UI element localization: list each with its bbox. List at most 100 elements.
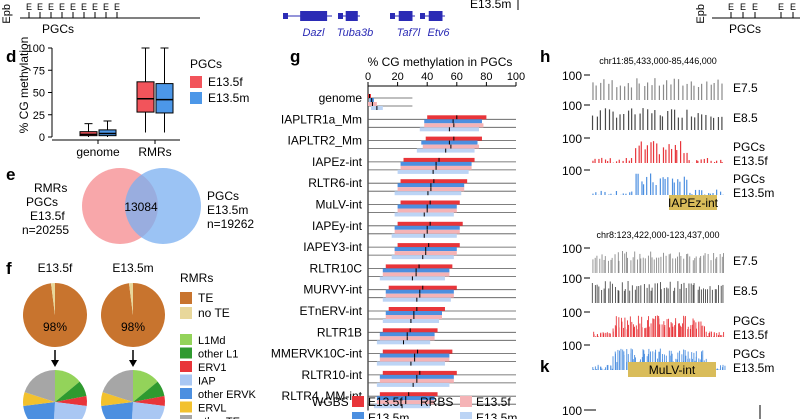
panel-f-label: f bbox=[6, 259, 12, 278]
panel-d-ytick-label: 100 bbox=[27, 43, 45, 55]
track-name: E13.5m bbox=[733, 361, 774, 375]
panel-e-title: RMRs bbox=[34, 181, 67, 195]
legend-swatch-erv1 bbox=[180, 361, 192, 372]
track-name: E13.5m bbox=[733, 186, 774, 200]
gene-exon bbox=[428, 11, 443, 21]
track-max: 100 bbox=[562, 339, 582, 353]
legend-label-rrbs-f: E13.5f bbox=[476, 395, 511, 409]
legend-label-wgbs-f: E13.5f bbox=[368, 395, 403, 409]
panel-g-tick-label: 80 bbox=[480, 71, 492, 83]
pie-te-percent: 98% bbox=[121, 320, 145, 334]
element-box bbox=[669, 195, 717, 210]
panel-e: e RMRs 13084 PGCs E13.5f n=20255 PGCs E1… bbox=[6, 165, 254, 244]
track-name: PGCs bbox=[733, 347, 765, 361]
track-region: chr11:85,433,000-85,446,000 bbox=[599, 56, 716, 66]
gene-exon bbox=[420, 13, 425, 19]
top-right-tick-letter: E bbox=[740, 2, 746, 12]
gene-name-dazl: Dazl bbox=[302, 27, 325, 39]
legend-swatch-other-l1 bbox=[180, 347, 192, 359]
track-name: E8.5 bbox=[733, 111, 758, 125]
panel-g-tick-label: 40 bbox=[421, 71, 433, 83]
legend-swatch-iap bbox=[180, 374, 192, 386]
legend-swatch-wgbs-f bbox=[352, 396, 364, 407]
legend-swatch-e13.5m bbox=[190, 92, 202, 104]
panel-g-legend-wgbs: WGBS bbox=[312, 395, 349, 409]
panel-d-boxes bbox=[79, 47, 174, 137]
pie-slice-l1md bbox=[133, 370, 158, 402]
venn-right-name-line2: E13.5m bbox=[207, 203, 248, 217]
track-max: 100 bbox=[562, 242, 582, 256]
legend-swatch-no-te bbox=[180, 307, 192, 319]
legend-swatch-te bbox=[180, 292, 192, 304]
element-label: MuLV-int bbox=[649, 363, 696, 377]
pie-arrow-head bbox=[129, 360, 137, 367]
panel-g-axis: 0 20 40 60 80 100 bbox=[365, 71, 525, 87]
venn-left-n: n=20255 bbox=[22, 223, 69, 237]
panel-e-label: e bbox=[6, 165, 15, 184]
panel-d-axis: 0 25 50 75 100 genome RMRs bbox=[27, 43, 180, 159]
legend-label-wgbs-m: E13.5m bbox=[368, 411, 409, 419]
panel-f-legend-title: RMRs bbox=[180, 271, 213, 285]
panel-d-label: d bbox=[6, 47, 16, 66]
track-region: chr8:123,422,000-123,437,000 bbox=[596, 230, 719, 240]
top-left-axis-fragment: Epb bbox=[1, 4, 13, 24]
venn-left-name-line2: E13.5f bbox=[30, 209, 65, 223]
legend-swatch-rrbs-f bbox=[460, 396, 472, 407]
pie-slice-other-l1 bbox=[133, 381, 165, 402]
gene-exon bbox=[398, 11, 413, 21]
top-left-tick-letter: E bbox=[103, 2, 109, 12]
track-name: E8.5 bbox=[733, 284, 758, 298]
panel-g-row-label: IAPLTR1a_Mm bbox=[281, 112, 362, 126]
pie-slice-no-te bbox=[128, 283, 133, 315]
legend-swatch-rrbs-m bbox=[460, 412, 472, 419]
gene-name-tuba3b: Tuba3b bbox=[337, 27, 374, 39]
panel-g-legend-rrbs: RRBS bbox=[420, 395, 453, 409]
track-name: E13.5f bbox=[733, 154, 768, 168]
pie-slice-ervl bbox=[23, 392, 55, 407]
track-max: 100 bbox=[562, 164, 582, 178]
panel-d-ytick-label: 50 bbox=[33, 88, 45, 100]
panel-g-row-label: IAPEY3-int bbox=[303, 240, 362, 254]
pie-slice-other-ervk bbox=[101, 402, 133, 419]
pie-slice-other-l1 bbox=[55, 381, 87, 402]
pie-arrow-head bbox=[51, 360, 59, 367]
panel-f-pies: E13.5f 98% E13.5m 98% bbox=[22, 261, 165, 419]
panel-g-row-label: RLTR6-int bbox=[308, 176, 362, 190]
panel-g-tick-label: 100 bbox=[507, 71, 525, 83]
panel-g-tick-label: 20 bbox=[391, 71, 403, 83]
panel-g-row-label: RLTR4_MM-int bbox=[282, 389, 363, 403]
top-left-tick-letter: E bbox=[37, 2, 43, 12]
track-name: E7.5 bbox=[733, 81, 758, 95]
legend-label-other-ervk: other ERVK bbox=[198, 389, 257, 401]
track-name: E13.5f bbox=[733, 328, 768, 342]
legend-label-e13.5m: E13.5m bbox=[208, 91, 249, 105]
element-box bbox=[628, 362, 716, 377]
legend-label-ervl: ERVL bbox=[198, 403, 227, 415]
top-right-tick-letter: E bbox=[728, 2, 734, 12]
venn-right-circle bbox=[125, 168, 201, 244]
legend-swatch-other-ervk bbox=[180, 388, 192, 399]
top-left-group-label: PGCs bbox=[42, 22, 74, 36]
panel-g-row-label: RLTR10C bbox=[310, 261, 363, 275]
gene-exon bbox=[300, 11, 328, 21]
legend-swatch-e13.5f bbox=[190, 76, 202, 88]
track-name: PGCs bbox=[733, 140, 765, 154]
panel-g-label: g bbox=[290, 47, 300, 66]
venn-right-n: n=19262 bbox=[207, 217, 254, 231]
top-left-tick-letter: E bbox=[59, 2, 65, 12]
panel-d-ytick-label: 75 bbox=[33, 65, 45, 77]
pie-title-1: E13.5f bbox=[38, 261, 73, 275]
top-left-tick-letter: E bbox=[81, 2, 87, 12]
track-max: 100 bbox=[562, 99, 582, 113]
track-max: 100 bbox=[562, 306, 582, 320]
panel-k-label: k bbox=[540, 357, 550, 376]
pie-slice-other-te bbox=[102, 370, 133, 402]
panel-g-title: % CG methylation in PGCs bbox=[368, 55, 513, 69]
panel-d-legend: E13.5f E13.5m bbox=[190, 75, 249, 105]
pie-slice-iap bbox=[131, 402, 165, 419]
legend-label-other-te: other TE bbox=[198, 416, 240, 419]
